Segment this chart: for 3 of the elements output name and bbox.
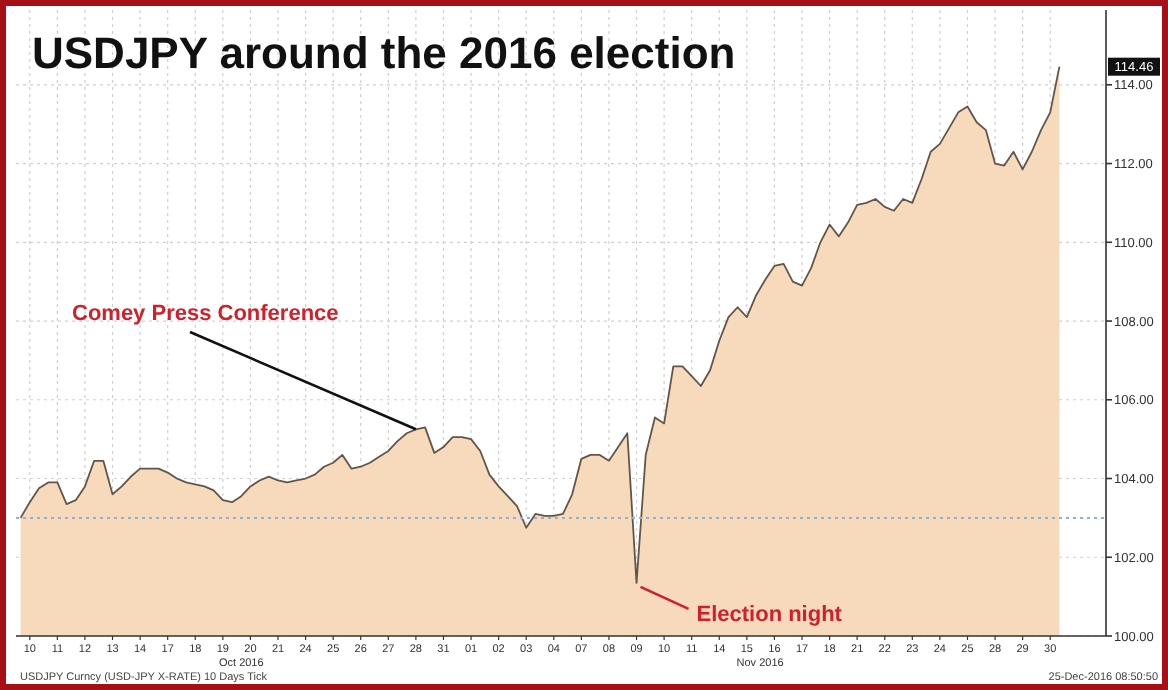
annotation: Election night [696, 602, 843, 627]
chart-title: USDJPY around the 2016 election [32, 28, 736, 78]
annotation: Comey Press Conference [72, 302, 339, 326]
